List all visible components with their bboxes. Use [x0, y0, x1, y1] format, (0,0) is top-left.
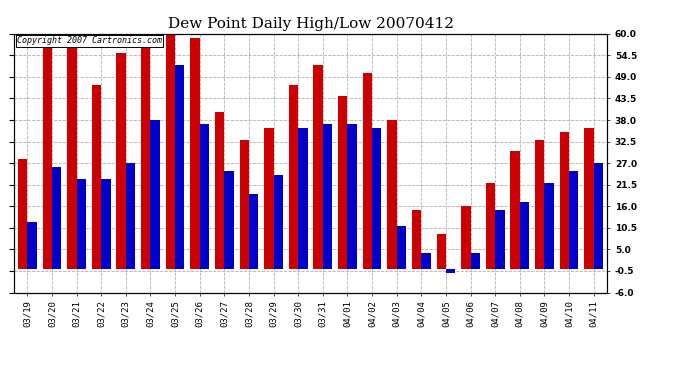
Bar [544, 183, 554, 269]
Title: Dew Point Daily High/Low 20070412: Dew Point Daily High/Low 20070412 [168, 17, 453, 31]
Bar [569, 171, 578, 269]
Bar [117, 53, 126, 269]
Bar [28, 222, 37, 269]
Bar [387, 120, 397, 269]
Bar [363, 73, 372, 269]
Bar [495, 210, 504, 269]
Bar [323, 124, 332, 269]
Bar [593, 163, 603, 269]
Bar [18, 159, 28, 269]
Bar [289, 85, 298, 269]
Bar [166, 30, 175, 269]
Bar [43, 38, 52, 269]
Bar [397, 226, 406, 269]
Bar [298, 128, 308, 269]
Bar [101, 179, 110, 269]
Bar [215, 112, 224, 269]
Bar [535, 140, 544, 269]
Bar [511, 152, 520, 269]
Bar [273, 175, 283, 269]
Bar [249, 195, 258, 269]
Bar [313, 65, 323, 269]
Bar [486, 183, 495, 269]
Bar [560, 132, 569, 269]
Bar [239, 140, 249, 269]
Bar [141, 30, 150, 269]
Bar [348, 124, 357, 269]
Bar [199, 124, 209, 269]
Bar [92, 85, 101, 269]
Bar [67, 38, 77, 269]
Bar [461, 206, 471, 269]
Bar [422, 253, 431, 269]
Bar [437, 234, 446, 269]
Bar [446, 269, 455, 273]
Bar [190, 38, 199, 269]
Bar [584, 128, 593, 269]
Bar [77, 179, 86, 269]
Bar [520, 202, 529, 269]
Bar [338, 96, 348, 269]
Bar [264, 128, 273, 269]
Text: Copyright 2007 Cartronics.com: Copyright 2007 Cartronics.com [17, 36, 161, 45]
Bar [150, 120, 160, 269]
Bar [412, 210, 422, 269]
Bar [175, 65, 184, 269]
Bar [224, 171, 234, 269]
Bar [52, 167, 61, 269]
Bar [126, 163, 135, 269]
Bar [372, 128, 382, 269]
Bar [471, 253, 480, 269]
